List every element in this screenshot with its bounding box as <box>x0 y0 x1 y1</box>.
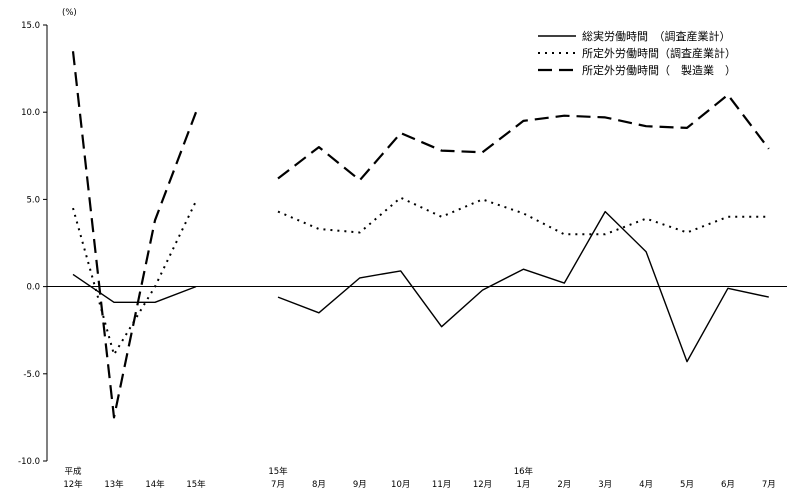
data-point-dotted-monthly <box>686 232 688 234</box>
data-point-dashed-monthly <box>727 94 729 96</box>
x-tick-label: 6月 <box>721 480 735 490</box>
x-tick-label-top: 平成 <box>64 466 82 477</box>
y-tick-label: 10.0 <box>21 108 40 118</box>
x-tick-label: 8月 <box>312 480 326 490</box>
data-point-dotted-monthly <box>768 216 770 218</box>
x-tick-label: 3月 <box>598 480 612 490</box>
x-tick-label: 7月 <box>762 480 776 490</box>
series-line-solid-monthly <box>277 210 769 363</box>
data-point-dashed-monthly <box>400 132 402 134</box>
x-tick-label: 10月 <box>391 480 410 490</box>
x-tick-label: 9月 <box>353 480 367 490</box>
x-tick-label-top: 15年 <box>268 466 288 477</box>
x-tick-label: 5月 <box>680 480 694 490</box>
data-point-dotted-annual <box>113 354 115 356</box>
y-tick-label: 0.0 <box>26 283 40 293</box>
x-tick-label: 1月 <box>516 480 530 490</box>
y-tick-label: 15.0 <box>21 21 40 31</box>
y-tick-label: -10.0 <box>18 457 40 467</box>
x-tick-label: 14年 <box>145 479 165 490</box>
series-line-dotted-monthly <box>277 196 769 236</box>
x-tick-label: 11月 <box>432 480 451 490</box>
y-tick-label: 5.0 <box>26 195 40 205</box>
series-line-dashed-monthly <box>277 93 770 182</box>
data-point-dotted-annual <box>195 200 197 202</box>
x-tick-label: 4月 <box>639 480 653 490</box>
series-line-solid-annual <box>72 273 197 303</box>
data-point-dotted-monthly <box>522 212 524 214</box>
data-point-dotted-monthly <box>482 198 484 200</box>
x-tick-label: 7月 <box>271 480 285 490</box>
legend-label: 所定外労働時間（調査産業計） <box>582 46 736 60</box>
y-axis-ticks: 15.0 10.0 5.0 0.0 -5.0 -10.0 <box>18 21 47 467</box>
legend: 総実労働時間 （調査産業計） 所定外労働時間（調査産業計） 所定外労働時間（ 製造業… <box>538 29 736 77</box>
x-tick-label-top: 16年 <box>514 466 534 477</box>
legend-label: 所定外労働時間（ 製造業 ） <box>582 63 736 77</box>
legend-label: 総実労働時間 （調査産業計） <box>582 29 731 43</box>
series-layer <box>71 51 770 419</box>
series-line-dashed-annual <box>71 51 198 419</box>
x-tick-label: 2月 <box>557 480 571 490</box>
x-tick-label: 12年 <box>63 479 83 490</box>
x-tick-label: 13年 <box>104 479 124 490</box>
data-point-dotted-monthly <box>645 218 647 220</box>
x-tick-label: 15年 <box>186 479 206 490</box>
x-axis-labels: 平成 12年 13年 14年 15年 15年 7月 8月 9月 10月 11月 12月 16年 1月 2月 3… <box>63 466 775 490</box>
y-axis-unit-label: (%) <box>62 8 77 18</box>
y-tick-label: -5.0 <box>23 370 40 380</box>
x-tick-label: 12月 <box>473 480 492 490</box>
